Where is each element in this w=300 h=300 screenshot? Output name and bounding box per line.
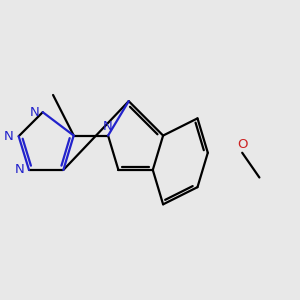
Text: N: N (4, 130, 13, 143)
Text: O: O (237, 138, 247, 151)
Text: N: N (103, 121, 113, 134)
Text: N: N (14, 164, 24, 176)
Text: N: N (29, 106, 39, 119)
